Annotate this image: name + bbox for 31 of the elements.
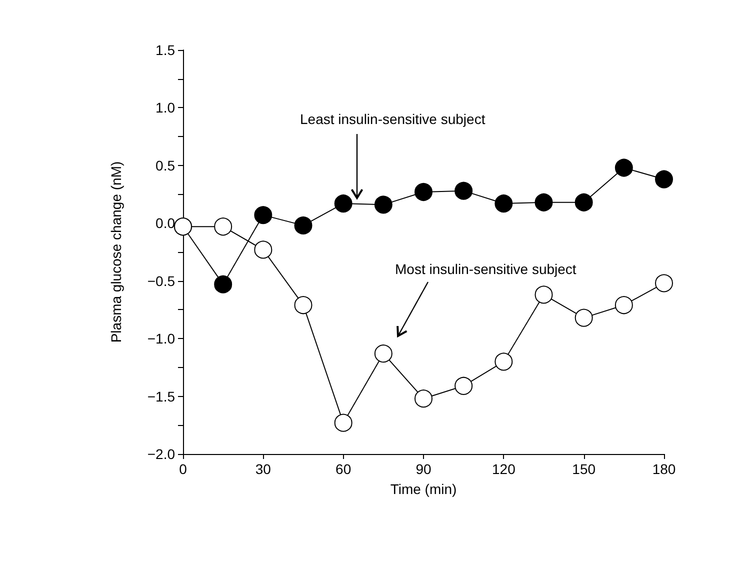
point <box>614 158 633 177</box>
point <box>254 206 272 224</box>
annotation: Least insulin-sensitive subject <box>300 111 486 127</box>
x-tick-label: 120 <box>492 461 516 477</box>
x-tick-label: 0 <box>179 461 188 477</box>
y-tick-label: 0.0 <box>156 215 176 232</box>
y-tick-label: −1.0 <box>147 330 176 347</box>
point <box>655 170 673 188</box>
y-tick-label: −1.5 <box>147 388 176 404</box>
x-axis-title: Time (min) <box>390 481 457 497</box>
y-tick-label: −0.5 <box>147 272 176 289</box>
point <box>334 194 352 213</box>
y-tick-label: −2.0 <box>147 446 176 462</box>
point <box>494 194 513 213</box>
point <box>374 196 392 214</box>
x-tick-label: 30 <box>255 461 272 477</box>
x-tick-label: 180 <box>652 461 676 477</box>
y-tick-label: 0.5 <box>156 157 176 174</box>
x-tick-label: 150 <box>572 461 596 477</box>
y-tick-label: 1.5 <box>156 42 176 58</box>
point <box>574 193 593 212</box>
y-tick-label: 1.0 <box>156 100 176 116</box>
point <box>294 216 312 234</box>
x-tick-label: 90 <box>416 461 432 477</box>
y-axis-title: Plasma glucose change (nM) <box>108 161 124 343</box>
point <box>414 182 432 201</box>
point <box>454 182 473 200</box>
point <box>534 193 553 212</box>
point <box>214 275 232 294</box>
x-tick-label: 60 <box>336 461 352 477</box>
annotation: Most insulin-sensitive subject <box>395 261 576 277</box>
